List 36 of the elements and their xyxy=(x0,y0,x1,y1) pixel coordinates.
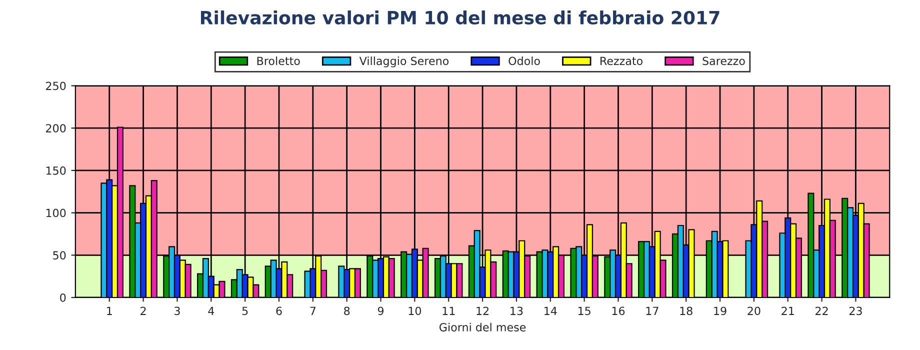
x-axis-title: Giorni del mese xyxy=(440,322,526,332)
x-tick-label: 13 xyxy=(510,306,523,316)
x-tick-label: 15 xyxy=(578,306,590,316)
x-tick-label: 11 xyxy=(442,306,455,315)
x-tick-label: 14 xyxy=(544,306,557,315)
y-tick-label: 50 xyxy=(53,251,66,260)
legend-label: Broletto xyxy=(257,56,300,66)
legend-label: Odolo xyxy=(508,56,540,66)
x-tick-label: 23 xyxy=(849,306,862,316)
legend-label: Villaggio Sereno xyxy=(359,56,449,68)
x-tick-label: 16 xyxy=(612,306,625,316)
x-tick-label: 12 xyxy=(476,306,488,315)
x-tick-label: 20 xyxy=(748,306,760,316)
y-tick-label: 200 xyxy=(46,124,66,132)
x-tick-label: 9 xyxy=(378,306,384,316)
y-tick-label: 100 xyxy=(46,208,66,218)
x-tick-label: 8 xyxy=(344,306,350,316)
x-tick-label: 1 xyxy=(107,306,112,315)
x-tick-label: 18 xyxy=(680,306,692,316)
x-tick-label: 22 xyxy=(816,306,828,315)
x-tick-label: 2 xyxy=(140,306,146,315)
x-tick-label: 7 xyxy=(310,306,316,315)
x-tick-label: 5 xyxy=(242,306,248,316)
x-tick-label: 4 xyxy=(208,306,214,315)
y-tick-label: 250 xyxy=(46,82,66,90)
y-tick-label: 0 xyxy=(60,293,66,302)
x-tick-label: 3 xyxy=(174,306,180,316)
legend-label: Rezzato xyxy=(600,56,642,66)
x-tick-label: 10 xyxy=(408,306,422,316)
x-tick-label: 19 xyxy=(714,306,726,316)
legend-label: Sarezzo xyxy=(702,56,745,66)
x-tick-label: 17 xyxy=(646,306,658,315)
x-tick-label: 6 xyxy=(276,306,282,316)
y-tick-label: 150 xyxy=(46,166,66,175)
x-tick-label: 21 xyxy=(782,306,794,315)
chart-title: Rilevazione valori PM 10 del mese di febbraio 2017 xyxy=(200,10,720,24)
